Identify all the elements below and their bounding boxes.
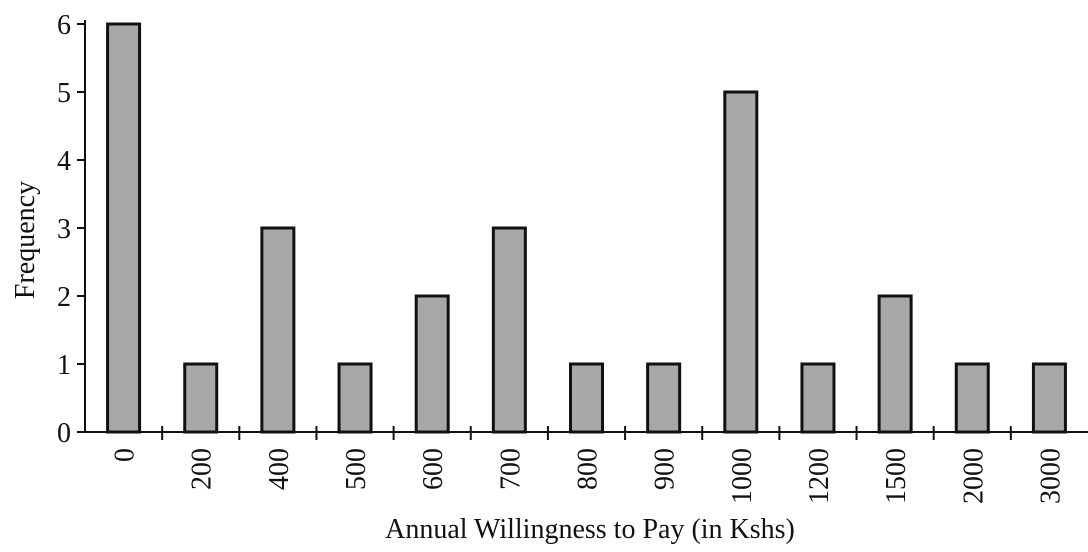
y-tick-label: 3 xyxy=(57,214,71,245)
y-tick-label: 1 xyxy=(57,350,71,381)
y-tick-label: 6 xyxy=(57,10,71,41)
bar xyxy=(491,226,527,434)
x-tick-label: 900 xyxy=(650,448,681,490)
x-tick-label: 400 xyxy=(264,448,295,490)
bar xyxy=(646,362,682,434)
y-tick-label: 2 xyxy=(57,282,71,313)
bar xyxy=(414,294,450,434)
x-tick-label: 600 xyxy=(418,448,449,490)
x-tick-label: 700 xyxy=(495,448,526,490)
y-tick-label: 0 xyxy=(57,418,71,449)
x-axis-label: Annual Willingness to Pay (in Kshs) xyxy=(385,514,795,545)
bar xyxy=(954,362,990,434)
bar xyxy=(260,226,296,434)
y-tick-label: 4 xyxy=(57,146,71,177)
x-tick-label: 1200 xyxy=(804,448,835,504)
bar xyxy=(183,362,219,434)
x-tick-label: 1500 xyxy=(881,448,912,504)
bar xyxy=(723,90,759,434)
x-tick-label: 800 xyxy=(573,448,604,490)
x-tick-label: 2000 xyxy=(958,448,989,504)
bar xyxy=(106,22,142,434)
x-tick-label: 1000 xyxy=(727,448,758,504)
bar xyxy=(800,362,836,434)
bar xyxy=(1031,362,1067,434)
y-tick-label: 5 xyxy=(57,78,71,109)
x-tick-label: 3000 xyxy=(1035,448,1066,504)
x-tick-label: 500 xyxy=(341,448,372,490)
y-axis-label: Frequency xyxy=(10,181,41,299)
bar xyxy=(569,362,604,434)
bar xyxy=(337,362,373,434)
bar xyxy=(877,294,913,434)
x-tick-label: 0 xyxy=(110,448,141,462)
x-tick-label: 200 xyxy=(187,448,218,490)
